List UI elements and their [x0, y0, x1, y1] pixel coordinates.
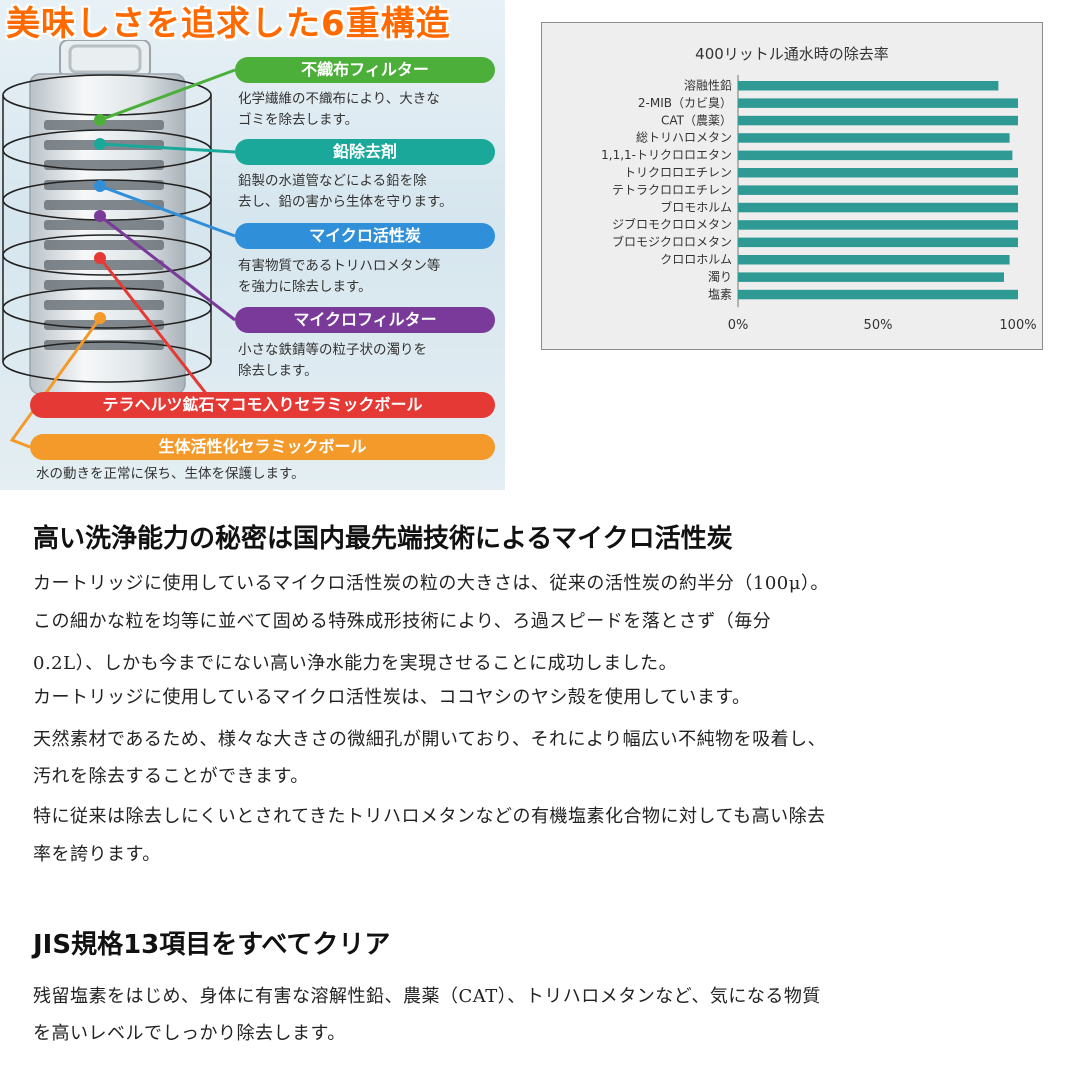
connector-lines — [9, 68, 236, 449]
category-label: 2-MIB（カビ臭） — [638, 95, 732, 110]
layer-3-label: マイクロ活性炭 — [235, 223, 495, 249]
category-label: 総トリハロメタン — [636, 131, 732, 145]
section1-line-8: 率を誇ります。 — [33, 844, 161, 865]
cartridge-illustration — [2, 40, 212, 395]
x-tick-label: 50% — [864, 318, 893, 333]
section1-line-3: 0.2L）、しかも今までにない高い浄水能力を実現させることに成功しました。 — [33, 653, 678, 674]
x-tick-label: 100% — [999, 318, 1036, 333]
layer-4-desc-line-2: 除去します。 — [238, 363, 318, 379]
layer-2-label: 鉛除去剤 — [235, 139, 495, 165]
category-label: 濁り — [708, 270, 732, 284]
bar — [738, 98, 1018, 108]
bar — [738, 237, 1018, 248]
bar — [738, 289, 1018, 300]
layer-6-desc-line-1: 水の動きを正常に保ち、生体を保護します。 — [36, 466, 305, 482]
category-label: トリクロロエチレン — [624, 166, 732, 180]
layer-6-label: 生体活性化セラミックボール — [30, 434, 495, 460]
bar — [738, 133, 1010, 143]
category-label: テトラクロロエチレン — [612, 183, 732, 197]
category-label: 1,1,1-トリクロロエタン — [601, 148, 732, 162]
section1-line-2: この細かな粒を均等に並べて固める特殊成形技術により、ろ過スピードを落とさず（毎分 — [33, 611, 772, 632]
section2-line-1: 残留塩素をはじめ、身体に有害な溶解性鉛、農薬（CAT）、トリハロメタンなど、気に… — [33, 986, 821, 1007]
category-label: 溶融性鉛 — [684, 78, 732, 93]
bar — [738, 81, 999, 91]
section1-heading: 高い洗浄能力の秘密は国内最先端技術によるマイクロ活性炭 — [33, 524, 733, 554]
category-label: ブロモジクロロメタン — [612, 234, 732, 249]
bar — [738, 255, 1010, 265]
layer-2-desc-line-2: 去し、鉛の害から生体を守ります。 — [238, 194, 453, 210]
bar — [738, 115, 1018, 126]
bar — [738, 272, 1004, 282]
layer-5-label: テラヘルツ鉱石マコモ入りセラミックボール — [30, 392, 495, 418]
bar — [738, 202, 1018, 213]
category-label: ジブロモクロロメタン — [612, 217, 732, 232]
layer-1-desc-line-1: 化学繊維の不織布により、大きな — [238, 91, 440, 107]
layer-1-desc-line-2: ゴミを除去します。 — [238, 112, 359, 128]
bar — [738, 185, 1018, 195]
layer-2-desc-line-1: 鉛製の水道管などによる鉛を除 — [238, 173, 427, 189]
removal-rate-chart: 400リットル通水時の除去率 溶融性鉛 2-MIB（カビ臭） CAT（農薬） 総トリハ… — [541, 22, 1043, 350]
bar — [738, 150, 1013, 161]
category-label: ブロモホルム — [660, 199, 732, 214]
section1-line-5: 天然素材であるため、様々な大きさの微細孔が開いており、それにより幅広い不純物を吸… — [33, 729, 827, 750]
section2-line-2: を高いレベルでしっかり除去します。 — [33, 1023, 346, 1044]
category-label: CAT（農薬） — [661, 113, 732, 127]
category-label: クロロホルム — [660, 253, 732, 267]
section1-line-1: カートリッジに使用しているマイクロ活性炭の粒の大きさは、従来の活性炭の約半分（1… — [33, 573, 829, 594]
section2-heading: JIS規格13項目をすべてクリア — [33, 930, 391, 960]
x-tick-label: 0% — [728, 318, 749, 333]
chart-plot: 溶融性鉛 2-MIB（カビ臭） CAT（農薬） 総トリハロメタン 1,1,1-トリクロロ… — [601, 75, 1037, 333]
layer-4-desc-line-1: 小さな鉄錆等の粒子状の濁りを — [238, 342, 427, 358]
bar — [738, 220, 1018, 230]
category-label: 塩素 — [708, 286, 732, 301]
section1-line-6: 汚れを除去することができます。 — [33, 766, 309, 787]
section1-line-7: 特に従来は除去しにくいとされてきたトリハロメタンなどの有機塩素化合物に対しても高… — [33, 806, 826, 827]
layer-3-desc-line-2: を強力に除去します。 — [238, 279, 372, 295]
layer-1-label: 不織布フィルター — [235, 57, 495, 83]
chart-title: 400リットル通水時の除去率 — [695, 45, 889, 63]
layer-4-label: マイクロフィルター — [235, 307, 495, 333]
filter-structure-infographic: 美味しさを追求した6重構造 — [0, 0, 505, 490]
bar — [738, 168, 1018, 178]
layer-3-desc-line-1: 有害物質であるトリハロメタン等 — [238, 258, 441, 274]
infographic-headline: 美味しさを追求した6重構造 — [6, 4, 451, 44]
section1-line-4: カートリッジに使用しているマイクロ活性炭は、ココヤシのヤシ殻を使用しています。 — [33, 687, 751, 708]
